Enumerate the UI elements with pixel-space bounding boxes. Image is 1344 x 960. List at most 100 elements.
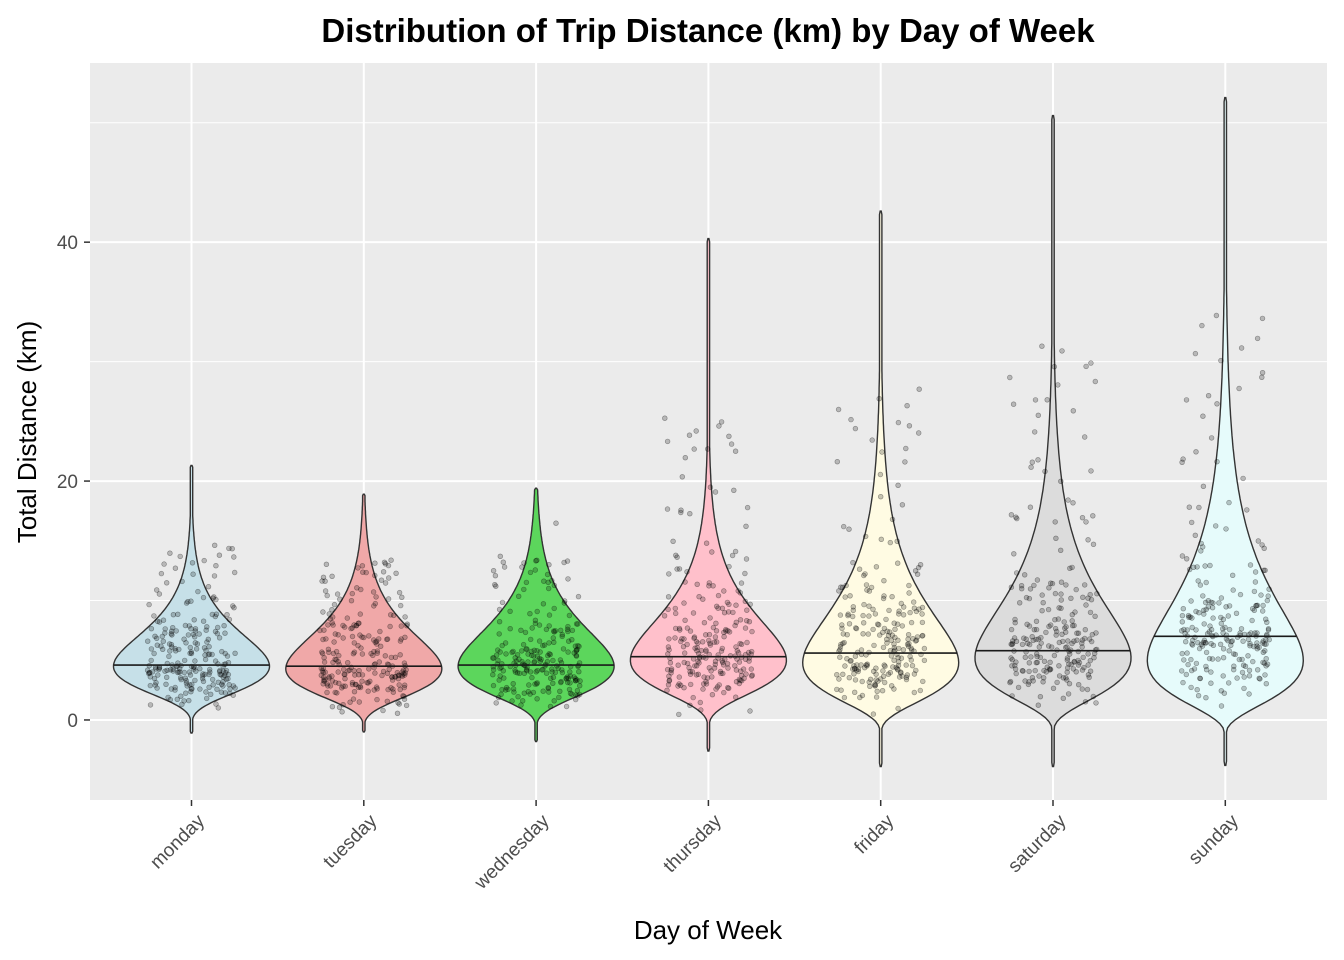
- jitter-point: [358, 645, 364, 651]
- jitter-point: [356, 667, 362, 674]
- jitter-point: [496, 618, 503, 625]
- jitter-point: [735, 650, 742, 656]
- jitter-point: [881, 679, 888, 686]
- jitter-point: [1222, 624, 1228, 631]
- jitter-point: [903, 662, 909, 668]
- jitter-point: [516, 670, 523, 676]
- jitter-point: [860, 631, 866, 637]
- jitter-point: [550, 680, 556, 686]
- jitter-point: [900, 647, 907, 653]
- jitter-point: [1225, 680, 1232, 686]
- jitter-point: [1046, 585, 1052, 591]
- jitter-point: [499, 642, 505, 649]
- jitter-point: [720, 662, 727, 668]
- jitter-point: [1033, 651, 1040, 657]
- jitter-point: [748, 666, 754, 672]
- jitter-point: [205, 651, 212, 658]
- jitter-point: [185, 598, 191, 605]
- jitter-point: [879, 449, 885, 455]
- jitter-point: [908, 619, 915, 626]
- jitter-point: [1190, 564, 1197, 570]
- jitter-point: [170, 666, 176, 672]
- jitter-point: [1262, 648, 1268, 654]
- jitter-point: [402, 672, 408, 678]
- jitter-point: [351, 668, 357, 674]
- jitter-point: [1067, 565, 1073, 571]
- jitter-point: [523, 666, 530, 673]
- jitter-point: [665, 682, 672, 688]
- jitter-point: [495, 694, 502, 701]
- jitter-point: [389, 677, 396, 683]
- jitter-point: [181, 669, 188, 676]
- jitter-point: [324, 689, 330, 696]
- jitter-point: [853, 667, 860, 673]
- jitter-point: [499, 686, 505, 693]
- jitter-point: [348, 597, 355, 604]
- jitter-point: [1200, 413, 1206, 419]
- jitter-point: [1035, 412, 1042, 418]
- jitter-point: [1007, 678, 1014, 685]
- jitter-point: [224, 611, 230, 618]
- jitter-point: [555, 665, 561, 672]
- jitter-point: [834, 459, 840, 465]
- jitter-point: [1014, 515, 1020, 522]
- jitter-point: [229, 545, 235, 552]
- jitter-point: [721, 609, 728, 616]
- jitter-point: [1073, 586, 1079, 593]
- jitter-point: [1054, 679, 1060, 686]
- jitter-point: [1214, 459, 1220, 465]
- jitter-point: [1254, 630, 1260, 636]
- jitter-point: [324, 681, 330, 687]
- jitter-point: [545, 685, 552, 692]
- jitter-point: [1185, 661, 1191, 668]
- jitter-point: [896, 674, 903, 680]
- jitter-point: [212, 613, 219, 620]
- jitter-point: [359, 563, 366, 569]
- jitter-point: [703, 681, 710, 687]
- jitter-point: [352, 672, 358, 678]
- jitter-point: [1263, 655, 1269, 662]
- jitter-point: [1209, 656, 1216, 662]
- jitter-point: [1085, 672, 1092, 678]
- jitter-point: [1065, 691, 1072, 697]
- jitter-point: [713, 603, 720, 609]
- jitter-point: [147, 670, 153, 676]
- jitter-point: [1075, 681, 1082, 688]
- jitter-point: [894, 621, 901, 627]
- jitter-point: [1226, 603, 1233, 609]
- jitter-point: [1239, 669, 1246, 676]
- jitter-point: [1180, 679, 1186, 686]
- jitter-point: [569, 691, 575, 697]
- jitter-point: [371, 687, 377, 693]
- jitter-point: [1047, 667, 1053, 673]
- jitter-point: [331, 639, 337, 645]
- jitter-point: [1081, 434, 1088, 440]
- jitter-point: [867, 683, 873, 689]
- jitter-point: [742, 598, 748, 605]
- jitter-point: [1053, 535, 1059, 541]
- jitter-point: [210, 595, 216, 601]
- jitter-point: [710, 583, 716, 589]
- jitter-point: [353, 622, 359, 629]
- jitter-point: [319, 650, 326, 657]
- jitter-point: [335, 669, 341, 675]
- jitter-point: [156, 619, 163, 625]
- jitter-point: [694, 581, 700, 587]
- jitter-point: [854, 662, 860, 668]
- jitter-point: [838, 584, 844, 590]
- jitter-point: [340, 622, 346, 629]
- jitter-point: [746, 618, 753, 625]
- jitter-point: [395, 675, 402, 682]
- jitter-point: [182, 657, 188, 664]
- jitter-point: [909, 662, 916, 669]
- jitter-point: [397, 686, 403, 693]
- jitter-point: [1230, 666, 1237, 673]
- jitter-point: [702, 632, 709, 638]
- jitter-point: [1060, 695, 1067, 701]
- jitter-point: [187, 644, 194, 651]
- jitter-point: [695, 671, 701, 677]
- jitter-point: [738, 668, 744, 674]
- jitter-point: [1262, 616, 1269, 622]
- jitter-point: [1040, 679, 1046, 685]
- jitter-point: [852, 425, 859, 432]
